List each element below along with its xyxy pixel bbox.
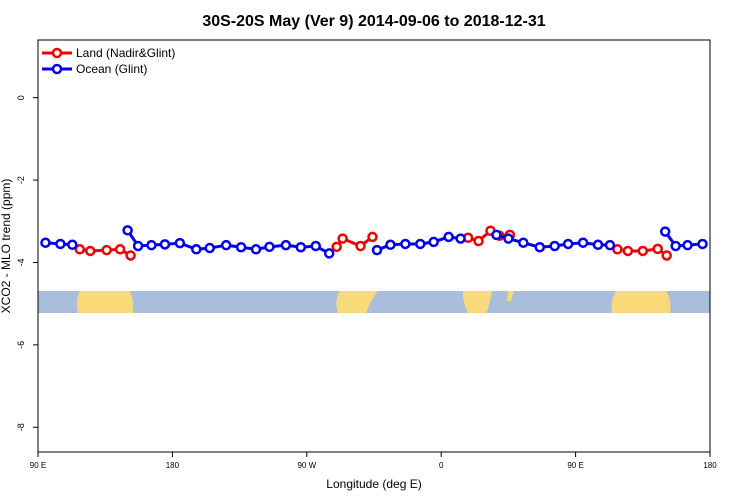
- point: [220, 239, 232, 251]
- point: [280, 239, 292, 251]
- point: [310, 240, 322, 252]
- point: [159, 239, 171, 250]
- point: [604, 239, 616, 251]
- point: [367, 231, 378, 243]
- point: [473, 235, 484, 247]
- legend-marker: [51, 63, 63, 75]
- point: [443, 231, 454, 243]
- point: [204, 242, 215, 254]
- point: [400, 238, 411, 250]
- point: [235, 241, 247, 253]
- point: [125, 250, 136, 261]
- y-tick-label: -2: [16, 176, 26, 184]
- point: [250, 244, 262, 255]
- chart-title: 30S-20S May (Ver 9) 2014-09-06 to 2018-1…: [202, 13, 545, 30]
- point: [174, 237, 186, 249]
- y-tick-label: -6: [16, 341, 26, 349]
- point: [697, 238, 708, 250]
- y-tick-label: -8: [16, 423, 26, 431]
- point: [191, 244, 202, 255]
- point: [101, 244, 112, 256]
- point: [549, 240, 560, 252]
- point: [577, 237, 589, 248]
- point: [652, 243, 663, 255]
- point: [659, 226, 671, 237]
- point: [132, 240, 144, 252]
- x-tick-label: 90 W: [297, 461, 316, 470]
- point: [74, 244, 86, 255]
- y-tick-label: 0: [16, 95, 26, 100]
- legend-label: Land (Nadir&Glint): [76, 46, 175, 60]
- point: [415, 238, 426, 250]
- point: [85, 245, 96, 257]
- point: [682, 239, 693, 251]
- point: [592, 239, 604, 251]
- point: [622, 245, 634, 257]
- point: [371, 244, 383, 256]
- point: [331, 241, 342, 253]
- point: [67, 239, 78, 251]
- x-tick-label: 0: [439, 461, 444, 470]
- x-tick-label: 90 E: [30, 461, 46, 470]
- y-axis-label: XCO2 - MLO trend (ppm): [0, 179, 13, 314]
- point: [455, 233, 466, 244]
- map-strip: [38, 291, 710, 313]
- legend-label: Ocean (Glint): [76, 62, 147, 76]
- point: [562, 238, 574, 250]
- point: [337, 233, 348, 244]
- point: [518, 237, 529, 248]
- point: [355, 240, 366, 252]
- point: [264, 241, 275, 253]
- y-tick-label: -4: [16, 258, 26, 266]
- plot-frame: [37, 39, 711, 453]
- point: [146, 239, 157, 251]
- point: [661, 250, 672, 261]
- point: [323, 248, 335, 259]
- point: [385, 239, 396, 251]
- point: [491, 229, 502, 241]
- point: [612, 244, 623, 255]
- point: [295, 241, 307, 253]
- point: [670, 240, 681, 252]
- x-tick-label: 180: [703, 461, 717, 470]
- point: [55, 238, 66, 250]
- point: [40, 237, 51, 248]
- point: [114, 244, 126, 255]
- x-tick-label: 90 E: [567, 461, 583, 470]
- x-axis-label: Longitude (deg E): [326, 477, 421, 491]
- point: [503, 233, 514, 244]
- legend-marker: [51, 47, 63, 59]
- point: [534, 241, 546, 253]
- point: [637, 245, 649, 257]
- point: [428, 236, 439, 248]
- x-tick-label: 180: [166, 461, 180, 470]
- point: [122, 225, 133, 236]
